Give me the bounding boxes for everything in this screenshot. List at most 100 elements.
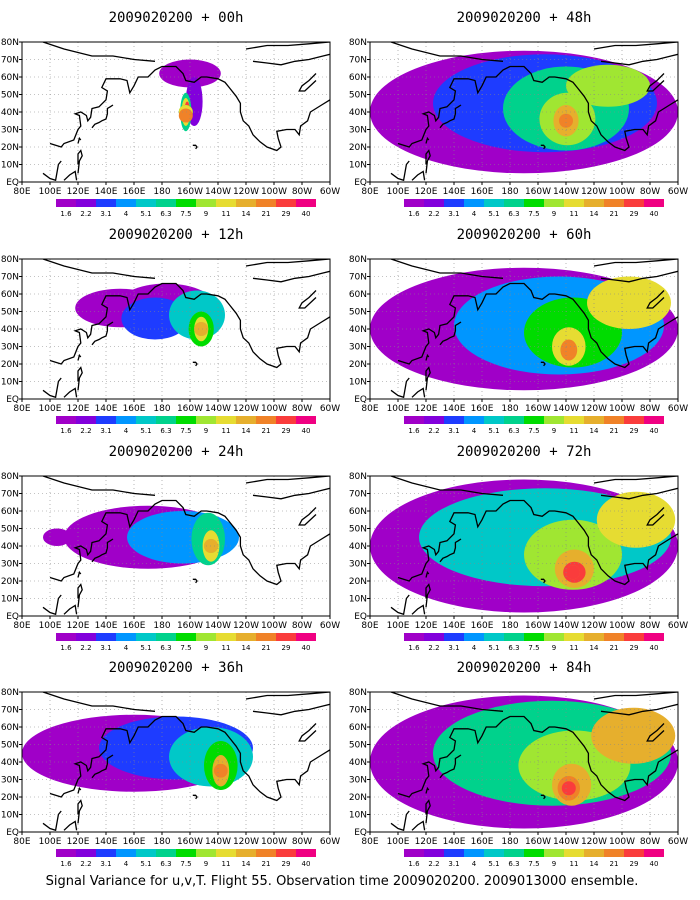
lon-tick-label: 120E — [67, 621, 90, 631]
coastline — [425, 799, 431, 824]
figure-caption: Signal Variance for u,v,T. Flight 55. Ob… — [46, 874, 639, 889]
colorbar-label: 7.5 — [528, 210, 539, 218]
lon-tick-label: 140E — [443, 621, 466, 631]
colorbar-label: 9 — [204, 210, 208, 218]
colorbar: 1.6 2.2 3.1 4 5.1 6.3 7.5 9 11 14 21 29 40 — [404, 416, 664, 435]
coastline — [192, 794, 198, 800]
lon-tick-label: 180 — [153, 621, 170, 631]
colorbar-swatch — [464, 199, 484, 207]
lon-tick-label: 80E — [361, 837, 378, 847]
grid — [22, 259, 330, 399]
colorbar-label: 29 — [630, 860, 639, 868]
variance-peak — [213, 763, 228, 778]
colorbar-label: 21 — [610, 644, 619, 652]
lon-tick-label: 160W — [177, 187, 203, 197]
lat-tick-label: 40N — [1, 758, 19, 768]
colorbar-label: 1.6 — [408, 210, 420, 218]
lat-tick-label: 60N — [349, 723, 367, 733]
coastline — [390, 476, 504, 496]
lat-tick-label: 30N — [349, 126, 367, 136]
lat-tick-label: 80N — [349, 688, 367, 698]
coastline — [600, 270, 678, 283]
colorbar-swatch — [56, 416, 76, 424]
colorbar-swatch — [296, 849, 316, 857]
lon-tick-label: 180 — [153, 187, 170, 197]
colorbar-label: 5.1 — [488, 644, 499, 652]
colorbar-swatch — [584, 633, 604, 641]
lat-tick-label: 10N — [1, 378, 19, 388]
lon-tick-label: 80W — [292, 187, 312, 197]
colorbar-label: 4 — [124, 644, 129, 652]
colorbar-swatch — [136, 416, 156, 424]
colorbar-label: 14 — [590, 644, 599, 652]
coastline — [593, 692, 678, 700]
lon-tick-label: 140E — [443, 187, 466, 197]
lat-tick-label: 50N — [349, 741, 367, 751]
lon-tick-label: 120W — [581, 404, 607, 414]
coastline — [252, 53, 330, 66]
lat-tick-label: 50N — [1, 91, 19, 101]
colorbar-swatch — [156, 849, 176, 857]
coastline — [63, 820, 78, 831]
colorbar-label: 4 — [124, 210, 129, 218]
coastline — [425, 149, 431, 174]
colorbar-swatch — [464, 416, 484, 424]
colorbar-swatch — [236, 633, 256, 641]
coastline — [42, 692, 156, 712]
lon-tick-label: 100E — [39, 837, 62, 847]
coastline — [593, 259, 678, 267]
coastline — [42, 810, 62, 832]
lon-tick-label: 120E — [415, 404, 438, 414]
coastline — [600, 53, 678, 66]
coastline — [439, 104, 462, 129]
colorbar-swatch — [404, 199, 424, 207]
grid — [370, 476, 678, 616]
lon-tick-label: 100E — [387, 187, 410, 197]
lon-tick-label: 80W — [640, 187, 660, 197]
colorbar-swatch — [196, 199, 216, 207]
grid — [22, 42, 330, 182]
lat-tick-label: 50N — [1, 308, 19, 318]
coastline — [77, 799, 83, 824]
lon-tick-label: 140W — [553, 187, 579, 197]
lat-tick-label: 80N — [349, 472, 367, 482]
lon-tick-label: 140W — [205, 187, 231, 197]
colorbar-swatch — [296, 199, 316, 207]
panel-title: 2009020200 + 00h — [109, 10, 244, 26]
lon-tick-label: 120W — [233, 404, 259, 414]
colorbar-swatch — [96, 416, 116, 424]
variance-field — [22, 692, 330, 832]
colorbar-swatch — [484, 849, 504, 857]
colorbar-swatch — [156, 416, 176, 424]
lat-tick-label: 30N — [1, 126, 19, 136]
colorbar-swatch — [156, 633, 176, 641]
coastline — [439, 321, 462, 346]
lon-tick-label: 140E — [95, 621, 118, 631]
colorbar-label: 14 — [590, 860, 599, 868]
coastline — [540, 144, 546, 150]
lon-tick-label: 80W — [292, 621, 312, 631]
colorbar-swatch — [236, 849, 256, 857]
lon-tick-label: 120E — [415, 621, 438, 631]
colorbar-label: 21 — [610, 427, 619, 435]
lon-tick-label: 160W — [177, 837, 203, 847]
lat-tick-label: 30N — [349, 776, 367, 786]
lon-tick-label: 100W — [609, 621, 635, 631]
lat-tick-label: 10N — [349, 161, 367, 171]
map-panel: 2009020200 + 72h 80E 100E 120E 140E 160E 180 16… — [349, 444, 688, 652]
colorbar-swatch — [504, 416, 524, 424]
colorbar-swatch — [464, 849, 484, 857]
colorbar: 1.6 2.2 3.1 4 5.1 6.3 7.5 9 11 14 21 29 40 — [404, 849, 664, 868]
colorbar-label: 4 — [472, 860, 477, 868]
map-panel: 2009020200 + 48h 80E 100E 120E 140E 160E 180 16… — [349, 10, 688, 218]
lat-tick-label: EQ — [6, 612, 19, 622]
coastline — [91, 104, 114, 129]
variance-field — [22, 259, 330, 399]
lon-tick-label: 100W — [261, 837, 287, 847]
colorbar-label: 14 — [242, 644, 251, 652]
lat-tick-label: EQ — [6, 828, 19, 838]
colorbar-swatch — [444, 199, 464, 207]
variance-field — [370, 259, 678, 399]
lat-tick-label: 30N — [1, 560, 19, 570]
colorbar-swatch — [176, 849, 196, 857]
